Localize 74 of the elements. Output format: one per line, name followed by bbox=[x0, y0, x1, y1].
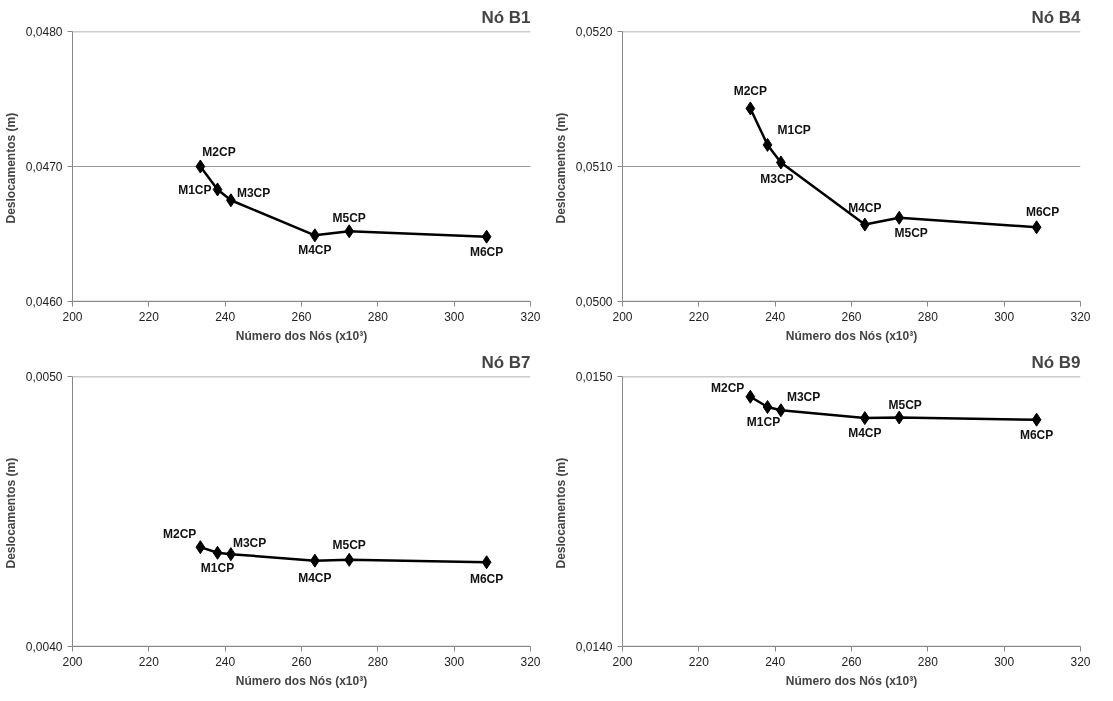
x-tick-label: 280 bbox=[917, 654, 939, 669]
x-tick-label: 320 bbox=[1070, 309, 1091, 324]
x-tick-label: 200 bbox=[612, 654, 633, 669]
chart-title: Nó B7 bbox=[481, 352, 531, 372]
annotation: M2CP bbox=[733, 84, 768, 99]
x-axis-title: Número dos Nós (x10³) bbox=[785, 328, 918, 343]
x-tick-label: 300 bbox=[444, 309, 465, 324]
annotation: M1CP bbox=[777, 122, 811, 137]
x-tick-label: 320 bbox=[520, 654, 541, 669]
x-tick-label: 220 bbox=[138, 309, 160, 324]
y-tick-label: 0,0510 bbox=[575, 160, 613, 174]
y-axis-title: Deslocamentos (m) bbox=[3, 457, 18, 569]
annotation: M5CP bbox=[894, 225, 928, 240]
x-tick-label: 260 bbox=[841, 309, 862, 324]
y-tick-label: 0,0040 bbox=[25, 640, 63, 654]
annotation: M5CP bbox=[332, 537, 366, 552]
x-tick-label: 320 bbox=[520, 309, 541, 324]
annotation: M3CP bbox=[786, 390, 821, 405]
x-tick-label: 240 bbox=[215, 654, 236, 669]
x-tick-label: 240 bbox=[765, 309, 786, 324]
x-tick-label: 280 bbox=[917, 309, 939, 324]
y-axis-title: Deslocamentos (m) bbox=[553, 457, 568, 569]
annotation: M2CP bbox=[163, 527, 197, 542]
x-tick-label: 220 bbox=[688, 309, 710, 324]
x-tick-label: 300 bbox=[994, 654, 1015, 669]
y-tick-label: 0,0050 bbox=[25, 370, 63, 384]
x-axis-title: Número dos Nós (x10³) bbox=[235, 328, 368, 343]
y-tick-label: 0,0460 bbox=[25, 295, 63, 309]
annotation: M4CP bbox=[298, 243, 332, 258]
x-tick-label: 220 bbox=[138, 654, 160, 669]
y-axis-title: Deslocamentos (m) bbox=[553, 112, 568, 224]
annotation: M4CP bbox=[298, 570, 332, 585]
x-tick-label: 300 bbox=[994, 309, 1015, 324]
annotation: M1CP bbox=[200, 560, 235, 575]
x-tick-label: 300 bbox=[444, 654, 465, 669]
chart-title: Nó B1 bbox=[481, 7, 531, 27]
y-tick-label: 0,0480 bbox=[25, 25, 63, 39]
x-tick-label: 260 bbox=[291, 309, 312, 324]
x-tick-label: 260 bbox=[841, 654, 862, 669]
x-axis-title: Número dos Nós (x10³) bbox=[785, 673, 918, 688]
chart-title: Nó B9 bbox=[1031, 352, 1081, 372]
annotation: M1CP bbox=[178, 183, 212, 198]
chart-title: Nó B4 bbox=[1031, 7, 1082, 27]
x-tick-label: 260 bbox=[291, 654, 312, 669]
annotation: M2CP bbox=[711, 380, 745, 395]
x-tick-label: 200 bbox=[62, 654, 83, 669]
annotation: M5CP bbox=[332, 211, 366, 226]
x-tick-label: 240 bbox=[215, 309, 236, 324]
x-tick-label: 200 bbox=[612, 309, 633, 324]
x-tick-label: 240 bbox=[765, 654, 786, 669]
x-tick-label: 220 bbox=[688, 654, 710, 669]
y-axis-title: Deslocamentos (m) bbox=[3, 112, 18, 224]
annotation: M5CP bbox=[888, 397, 922, 412]
annotation: M6CP bbox=[1025, 205, 1060, 220]
annotation: M3CP bbox=[760, 172, 794, 187]
annotation: M4CP bbox=[848, 200, 882, 215]
annotation: M6CP bbox=[469, 572, 504, 587]
x-tick-label: 280 bbox=[367, 309, 389, 324]
x-axis-title: Número dos Nós (x10³) bbox=[235, 673, 368, 688]
y-tick-label: 0,0500 bbox=[575, 295, 613, 309]
y-tick-label: 0,0470 bbox=[25, 160, 63, 174]
annotation: M3CP bbox=[236, 186, 271, 201]
annotation: M6CP bbox=[1019, 427, 1054, 442]
x-tick-label: 200 bbox=[62, 309, 83, 324]
y-tick-label: 0,0150 bbox=[575, 370, 613, 384]
y-tick-label: 0,0520 bbox=[575, 25, 613, 39]
y-tick-label: 0,0140 bbox=[575, 640, 613, 654]
annotation: M3CP bbox=[232, 536, 267, 551]
annotation: M6CP bbox=[469, 244, 504, 259]
x-tick-label: 280 bbox=[367, 654, 389, 669]
x-tick-label: 320 bbox=[1070, 654, 1091, 669]
annotation: M1CP bbox=[746, 415, 781, 430]
annotation: M4CP bbox=[848, 426, 882, 441]
annotation: M2CP bbox=[202, 144, 236, 159]
